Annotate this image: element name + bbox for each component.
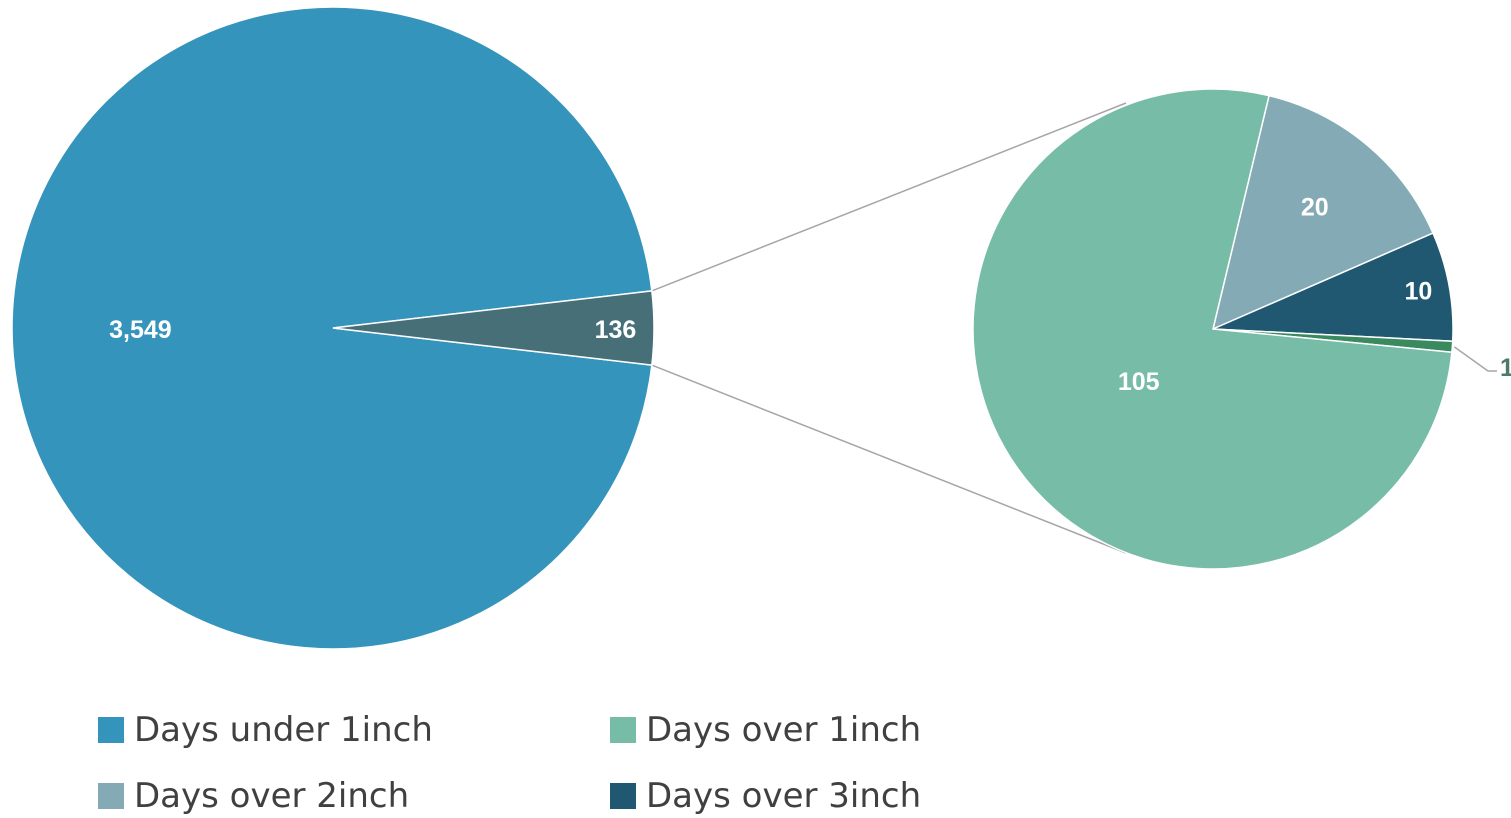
legend-label: Days over 1inch bbox=[646, 710, 922, 750]
legend-item-days-under-1inch: Days under 1inch bbox=[98, 708, 433, 752]
data-label: 10 bbox=[1405, 278, 1433, 306]
legend-item-days-over-1inch: Days over 1inch bbox=[610, 708, 921, 752]
legend-item-days-over-3inch: Days over 3inch bbox=[610, 774, 921, 818]
pie-slice-days-over-3inch bbox=[1212, 232, 1454, 342]
data-label: 105 bbox=[1118, 368, 1160, 396]
legend-swatch bbox=[610, 717, 636, 743]
connector-line-top bbox=[651, 102, 1127, 292]
main-pie bbox=[11, 6, 655, 650]
data-labels: 3,549 136 20 10 105 1 bbox=[109, 194, 1511, 396]
pie-slice-days-under-1inch bbox=[11, 6, 653, 650]
legend: Days under 1inch Days over 1inch Days ov… bbox=[98, 708, 998, 816]
pie-slice-other bbox=[332, 290, 655, 366]
legend-label: Days over 3inch bbox=[646, 776, 922, 816]
legend-swatch bbox=[98, 783, 124, 809]
legend-swatch bbox=[98, 717, 124, 743]
leader-line bbox=[1453, 346, 1497, 372]
data-label: 136 bbox=[595, 316, 637, 344]
pie-slice-days-over-2inch bbox=[1211, 94, 1434, 331]
secondary-pie bbox=[972, 88, 1454, 570]
connector-lines bbox=[651, 102, 1127, 554]
data-label: 3,549 bbox=[109, 316, 172, 344]
legend-label: Days over 2inch bbox=[134, 776, 410, 816]
legend-item-days-over-2inch: Days over 2inch bbox=[98, 774, 409, 818]
pie-slice-days-over-1inch bbox=[972, 88, 1453, 570]
legend-label: Days under 1inch bbox=[134, 710, 433, 750]
data-label: 1 bbox=[1500, 354, 1511, 382]
data-label: 20 bbox=[1301, 194, 1329, 222]
legend-swatch bbox=[610, 783, 636, 809]
connector-line-bottom bbox=[651, 364, 1127, 554]
